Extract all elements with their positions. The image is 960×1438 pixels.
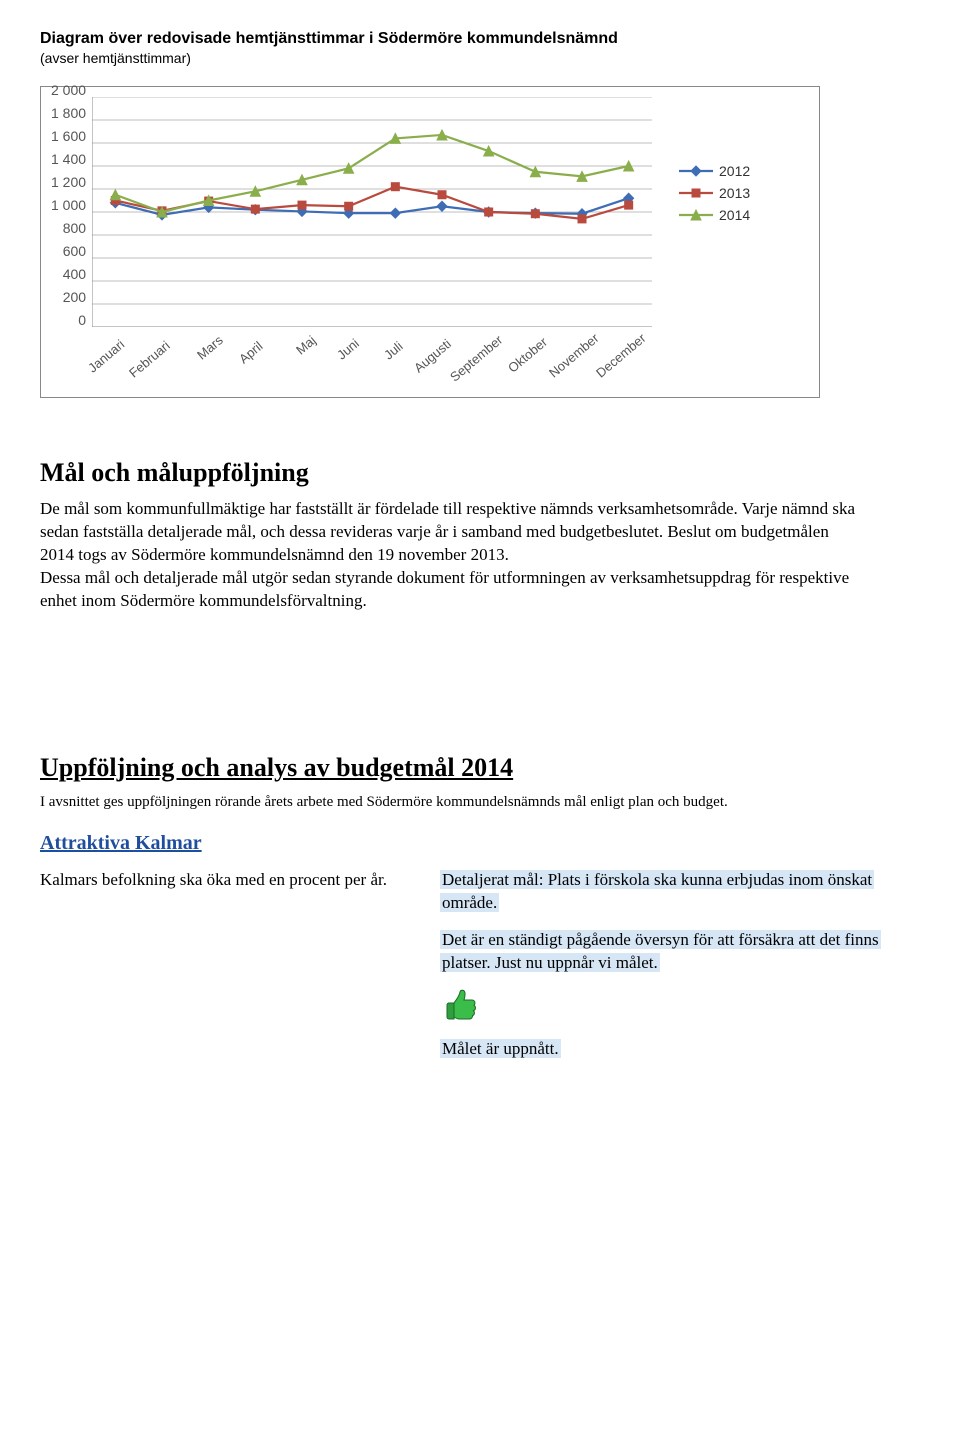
page-title: Diagram över redovisade hemtjänsttimmar … — [40, 30, 920, 48]
legend-item: 2013 — [679, 185, 750, 201]
legend-item: 2014 — [679, 207, 750, 223]
line-chart — [92, 97, 652, 327]
section1-body: De mål som kommunfullmäktige har faststä… — [40, 498, 860, 613]
chart-legend: 2012 2013 2014 — [679, 157, 750, 229]
section-heading-mal: Mål och måluppföljning — [40, 458, 920, 488]
page-subtitle: (avser hemtjänsttimmar) — [40, 50, 920, 66]
legend-item: 2012 — [679, 163, 750, 179]
right-column: Detaljerat mål: Plats i förskola ska kun… — [440, 869, 890, 1061]
status-review-row: Det är en ständigt pågående översyn för … — [440, 929, 890, 975]
x-axis-labels: JanuariFebruariMarsAprilMajJuniJuliAugus… — [99, 327, 659, 387]
left-column-text: Kalmars befolkning ska öka med en procen… — [40, 870, 387, 889]
y-axis-labels: 2 0001 8001 6001 4001 2001 0008006004002… — [51, 97, 92, 327]
section2-intro: I avsnittet ges uppföljningen rörande år… — [40, 793, 880, 813]
legend-label: 2014 — [719, 207, 750, 223]
section-heading-uppfoljning: Uppföljning och analys av budgetmål 2014 — [40, 753, 920, 783]
chart-container: 2 0001 8001 6001 4001 2001 0008006004002… — [40, 86, 820, 398]
status-review-text: Det är en ständigt pågående översyn för … — [440, 930, 881, 972]
legend-label: 2012 — [719, 163, 750, 179]
status-achieved-text: Målet är uppnått. — [440, 1039, 561, 1058]
subheading-attraktiva: Attraktiva Kalmar — [40, 832, 920, 855]
goal-highlight-row: Detaljerat mål: Plats i förskola ska kun… — [440, 869, 890, 915]
two-column-layout: Kalmars befolkning ska öka med en procen… — [40, 869, 920, 1061]
left-column: Kalmars befolkning ska öka med en procen… — [40, 869, 410, 892]
detailed-goal-text: Detaljerat mål: Plats i förskola ska kun… — [440, 870, 874, 912]
thumbs-up-icon — [440, 983, 890, 1032]
legend-label: 2013 — [719, 185, 750, 201]
